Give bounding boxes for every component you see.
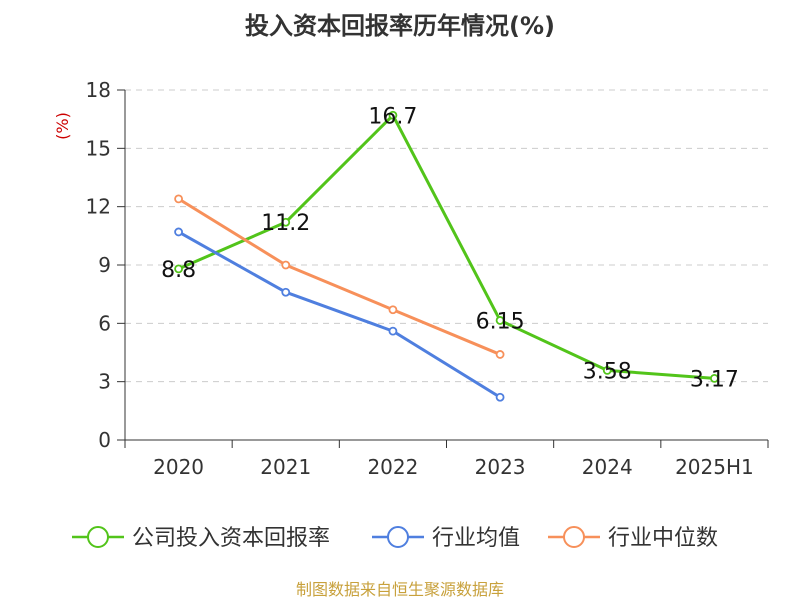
series-point xyxy=(281,217,291,227)
series-point xyxy=(495,392,505,402)
series-line-1 xyxy=(177,230,501,399)
x-tick-label: 2021 xyxy=(260,455,311,479)
data-label: 16.7 xyxy=(368,104,417,129)
source-note: 制图数据来自恒生聚源数据库 xyxy=(296,580,504,599)
x-tick-label: 2025H1 xyxy=(675,455,754,479)
data-label: 11.2 xyxy=(261,211,310,236)
series-point xyxy=(495,316,505,325)
legend-item-2[interactable]: 行业中位数 xyxy=(548,526,718,551)
y-tick-label: 9 xyxy=(98,253,111,277)
series-point xyxy=(495,350,505,359)
series-point xyxy=(281,260,291,270)
data-label: 6.15 xyxy=(476,309,525,334)
series-point xyxy=(602,365,612,375)
series-point xyxy=(388,305,398,315)
chart-title: 投入资本回报率历年情况(%) xyxy=(245,12,555,40)
series-line-0 xyxy=(177,113,715,380)
y-tick-label: 0 xyxy=(98,428,111,452)
series-point xyxy=(710,373,719,383)
series-point xyxy=(388,110,398,120)
data-label: 3.58 xyxy=(583,359,632,384)
series-point xyxy=(174,227,183,237)
legend-label: 行业均值 xyxy=(432,526,520,551)
legend-item-1[interactable]: 行业均值 xyxy=(372,526,520,551)
legend-item-0[interactable]: 公司投入资本回报率 xyxy=(72,526,330,551)
series-line-2 xyxy=(177,197,501,356)
legend[interactable]: 公司投入资本回报率 行业均值 行业中位数 xyxy=(72,526,718,551)
y-tick-label: 15 xyxy=(86,136,111,160)
y-tick-label: 12 xyxy=(86,195,111,219)
data-labels: 8.8 11.2 16.7 6.15 3.58 3.17 xyxy=(161,104,739,392)
x-tick-label: 2020 xyxy=(153,455,204,479)
x-tick-label: 2022 xyxy=(367,455,418,479)
data-label: 3.17 xyxy=(690,367,739,392)
legend-marker xyxy=(387,526,409,548)
legend-marker xyxy=(87,526,109,548)
legend-label: 行业中位数 xyxy=(608,526,718,551)
x-tick-label: 2024 xyxy=(582,455,633,479)
x-tick-label: 2023 xyxy=(475,455,526,479)
legend-label: 公司投入资本回报率 xyxy=(132,526,330,551)
series-point xyxy=(281,287,291,297)
series-point xyxy=(388,326,398,336)
y-axis-unit: (%) xyxy=(53,112,72,140)
series-point xyxy=(174,264,183,274)
legend-marker xyxy=(563,526,585,548)
y-tick-label: 18 xyxy=(86,78,111,102)
data-label: 8.8 xyxy=(161,258,196,283)
series-point xyxy=(174,194,183,204)
y-tick-label: 3 xyxy=(98,370,111,394)
axes: 0 3 6 9 12 15 18 2020 2021 2022 2023 2024 2025H1 xyxy=(86,78,769,479)
y-tick-label: 6 xyxy=(98,311,111,335)
series xyxy=(174,110,719,402)
grid xyxy=(125,89,768,383)
